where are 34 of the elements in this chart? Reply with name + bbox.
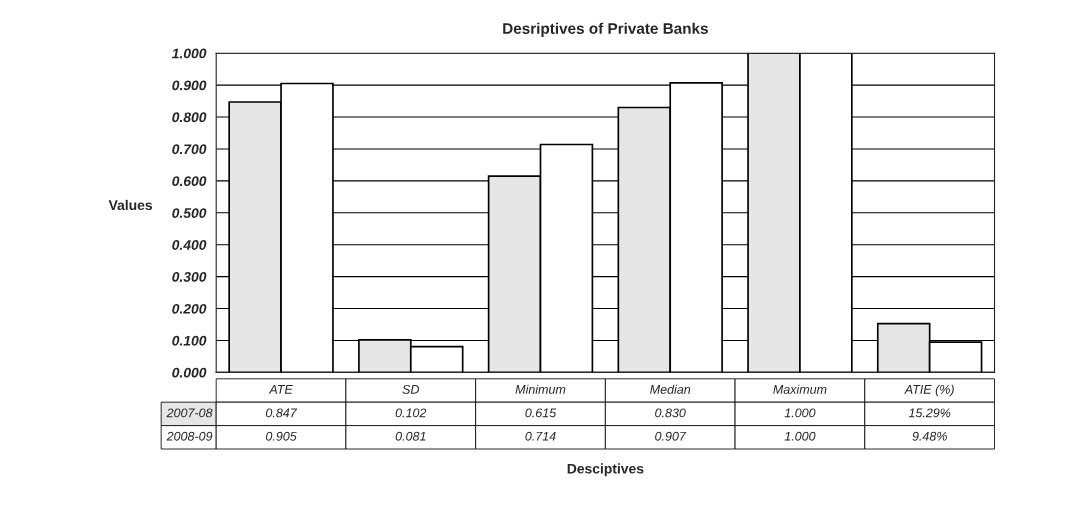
data-label: 0.081: [395, 431, 426, 441]
y-tick-label: 0.600: [172, 176, 207, 187]
data-label: 0.905: [265, 431, 297, 441]
x-axis-title: Desciptives: [567, 463, 644, 477]
data-label: 15.29%: [908, 408, 951, 418]
y-tick-label: 0.000: [172, 367, 207, 378]
y-tick-label: 0.800: [172, 112, 207, 123]
data-label: 0.907: [655, 431, 687, 441]
data-label: 0.714: [525, 431, 556, 441]
x-tick-label: ATE: [268, 385, 293, 394]
y-tick-label: 0.500: [172, 208, 207, 218]
y-tick-label: 0.300: [172, 271, 207, 282]
text: 2008-09: [166, 431, 213, 441]
y-tick-label: 0.400: [172, 240, 207, 250]
x-tick-label: ATIE (%): [904, 384, 954, 397]
text: 2007-08: [166, 408, 213, 418]
data-label: 1.000: [784, 431, 816, 441]
y-tick-label: 0.700: [172, 144, 207, 155]
chart-title: Desriptives of Private Banks: [503, 22, 708, 37]
y-tick-label: 1.000: [171, 48, 207, 59]
x-tick-label: Maximum: [773, 384, 827, 394]
y-tick-label: 0.200: [172, 303, 207, 314]
y-tick-label: 0.900: [172, 80, 207, 91]
data-label: 0.847: [265, 408, 298, 418]
data-label: 1.000: [784, 408, 816, 418]
y-axis-title: Values: [108, 199, 153, 211]
data-label: 9.48%: [912, 431, 947, 441]
data-label: 0.102: [395, 408, 427, 418]
x-tick-label: Minimum: [515, 384, 566, 394]
data-label: 0.615: [525, 408, 557, 418]
data-label: 0.830: [655, 408, 686, 418]
x-tick-label: SD: [402, 384, 420, 394]
x-tick-label: Median: [650, 384, 691, 394]
y-tick-label: 0.100: [172, 335, 207, 346]
